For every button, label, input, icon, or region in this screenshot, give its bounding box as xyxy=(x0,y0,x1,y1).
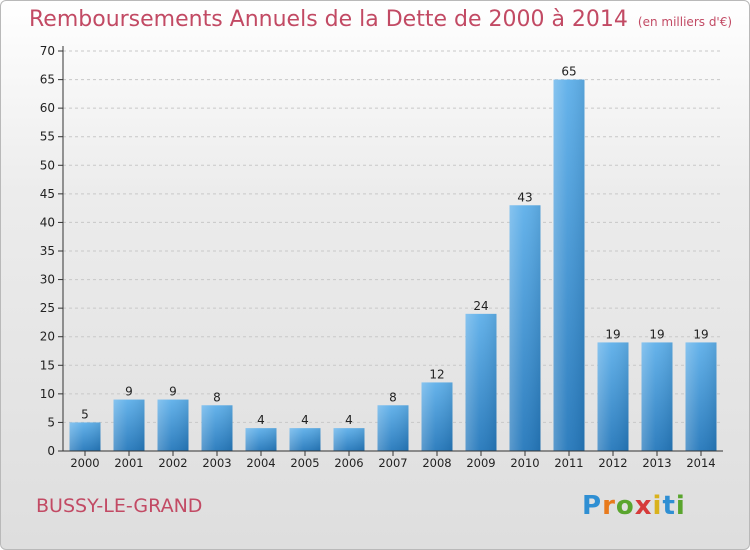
logo-letter: t xyxy=(662,491,676,521)
x-tick-label: 2000 xyxy=(70,456,99,470)
bar-shine xyxy=(289,428,321,451)
x-tick-label: 2008 xyxy=(422,456,451,470)
proxiti-logo: Proxiti xyxy=(582,491,686,521)
data-label: 8 xyxy=(213,390,221,404)
data-label: 5 xyxy=(81,407,89,421)
bar-shine xyxy=(113,399,145,451)
bar-shine xyxy=(157,399,189,451)
x-tick-label: 2003 xyxy=(202,456,231,470)
chart-title: Remboursements Annuels de la Dette de 20… xyxy=(29,7,732,32)
data-label: 9 xyxy=(169,385,177,399)
data-label: 24 xyxy=(473,299,488,313)
x-tick-label: 2012 xyxy=(598,456,627,470)
data-label: 8 xyxy=(389,390,397,404)
y-tick-label: 55 xyxy=(40,130,55,144)
x-tick-label: 2002 xyxy=(158,456,187,470)
bar-shine xyxy=(245,428,277,451)
x-tick-label: 2010 xyxy=(510,456,539,470)
y-tick-label: 40 xyxy=(40,215,55,229)
chart-title-text: Remboursements Annuels de la Dette de 20… xyxy=(29,7,628,32)
y-tick-label: 60 xyxy=(40,101,55,115)
bar-shine xyxy=(553,79,585,452)
bar-shine xyxy=(685,342,717,451)
x-tick-label: 2001 xyxy=(114,456,143,470)
y-tick-label: 35 xyxy=(40,244,55,258)
bar-shine xyxy=(597,342,629,451)
bar-shine xyxy=(69,422,101,451)
y-tick-label: 65 xyxy=(40,73,55,87)
data-label: 4 xyxy=(301,413,309,427)
data-label: 9 xyxy=(125,385,133,399)
logo-letter: i xyxy=(652,491,663,521)
commune-name: BUSSY-LE-GRAND xyxy=(36,495,203,517)
data-label: 43 xyxy=(517,190,532,204)
data-label: 4 xyxy=(345,413,353,427)
y-tick-label: 50 xyxy=(40,158,55,172)
y-tick-label: 25 xyxy=(40,301,55,315)
bar-shine xyxy=(641,342,673,451)
data-label: 65 xyxy=(561,65,576,79)
data-label: 19 xyxy=(605,327,620,341)
y-tick-label: 45 xyxy=(40,187,55,201)
x-tick-label: 2004 xyxy=(246,456,275,470)
y-tick-label: 70 xyxy=(40,44,55,58)
y-tick-label: 15 xyxy=(40,358,55,372)
x-tick-label: 2005 xyxy=(290,456,319,470)
bar-shine xyxy=(509,205,541,451)
x-tick-label: 2007 xyxy=(378,456,407,470)
y-tick-label: 30 xyxy=(40,273,55,287)
x-tick-label: 2011 xyxy=(554,456,583,470)
y-tick-label: 10 xyxy=(40,387,55,401)
y-tick-label: 0 xyxy=(47,444,55,458)
logo-letter: x xyxy=(634,491,653,521)
data-label: 4 xyxy=(257,413,265,427)
bar-shine xyxy=(333,428,365,451)
logo-letter: i xyxy=(675,491,686,521)
logo-letter: r xyxy=(602,491,616,521)
logo-letter: o xyxy=(615,491,635,521)
data-label: 12 xyxy=(429,367,444,381)
bar-shine xyxy=(421,382,453,451)
logo-letter: P xyxy=(582,491,603,521)
bar-shine xyxy=(201,405,233,451)
y-tick-label: 5 xyxy=(47,415,55,429)
data-label: 19 xyxy=(693,327,708,341)
data-label: 19 xyxy=(649,327,664,341)
x-tick-label: 2006 xyxy=(334,456,363,470)
chart-unit: (en milliers d'€) xyxy=(637,15,733,29)
x-tick-label: 2009 xyxy=(466,456,495,470)
bar-shine xyxy=(377,405,409,451)
bar-shine xyxy=(465,313,497,451)
x-tick-label: 2013 xyxy=(642,456,671,470)
y-tick-label: 20 xyxy=(40,330,55,344)
x-tick-label: 2014 xyxy=(686,456,715,470)
